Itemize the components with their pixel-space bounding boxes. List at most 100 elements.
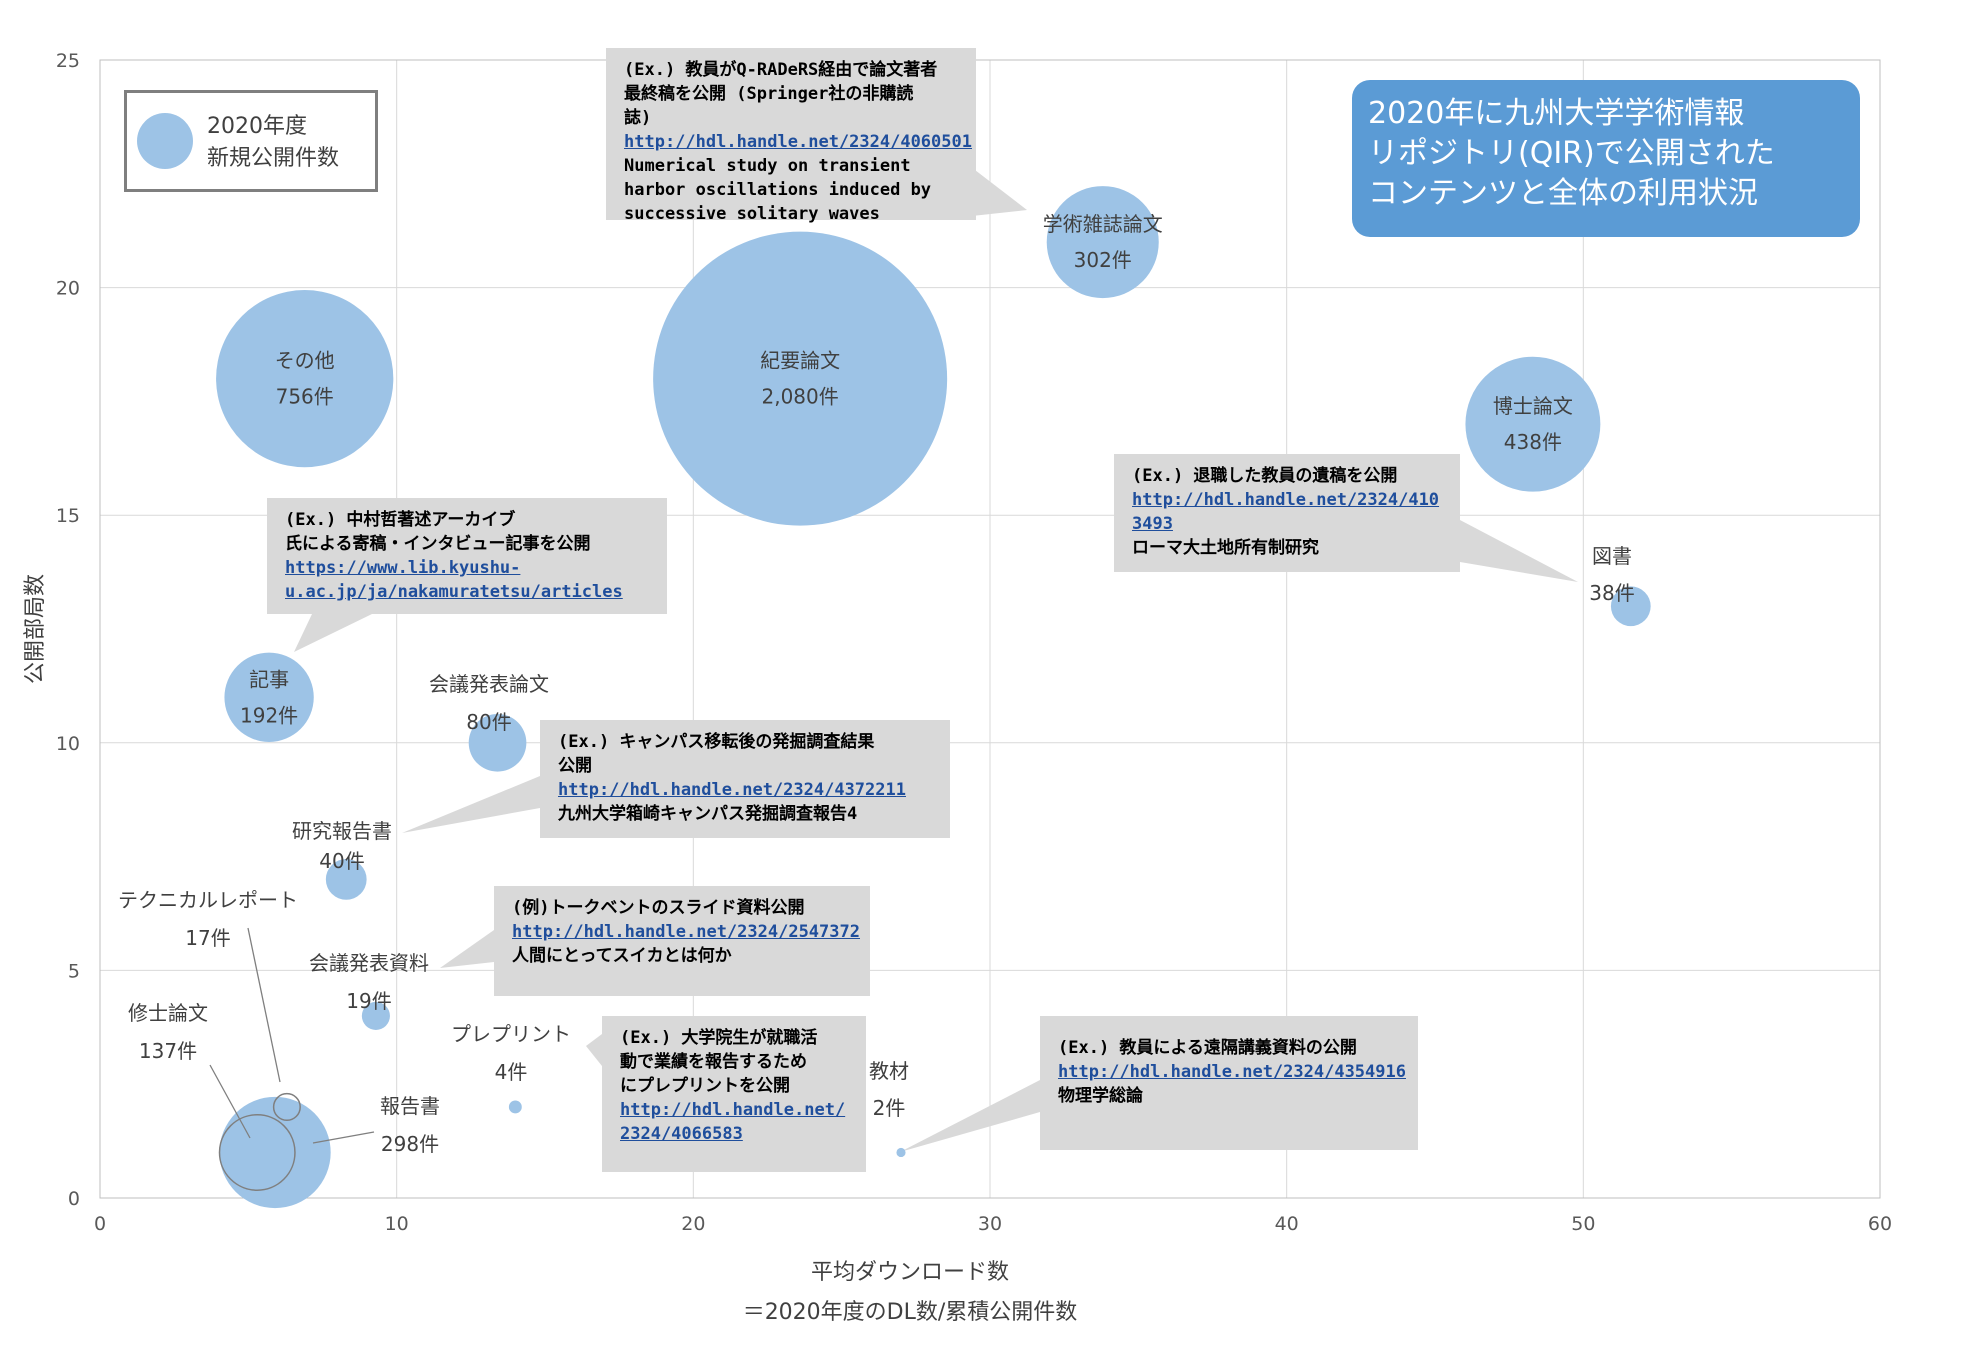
bubble-count-label: 2,080件: [762, 385, 839, 409]
bubble-point: [224, 652, 314, 742]
bubble-category-label: 記事: [249, 667, 289, 691]
bubble-count-label: 302件: [1074, 248, 1132, 272]
callout-text: 誌): [624, 108, 652, 128]
callout-text: 公開: [558, 756, 592, 776]
bubble-point: [272, 1092, 301, 1121]
callout-link[interactable]: 3493: [1132, 514, 1173, 534]
x-tick-label: 40: [1275, 1213, 1299, 1235]
callout-text: (Ex.) 教員による遠隔講義資料の公開: [1058, 1038, 1357, 1058]
x-tick-label: 50: [1571, 1213, 1595, 1235]
title-line: コンテンツと全体の利用状況: [1368, 176, 1758, 211]
callout-link[interactable]: http://hdl.handle.net/2324/4354916: [1058, 1062, 1406, 1082]
bubble-point: [653, 231, 948, 526]
callout-link[interactable]: http://hdl.handle.net/2324/2547372: [512, 922, 860, 942]
bubble-count-label: 17件: [185, 926, 230, 950]
bubble-point: [325, 858, 367, 900]
bubble-count-label: 40件: [319, 849, 364, 873]
callout-text: ローマ大土地所有制研究: [1132, 538, 1319, 558]
callout-text: (例)トークベントのスライド資料公開: [512, 898, 805, 918]
callout-journal-example: (Ex.) 教員がQ-RADeRS経由で論文著者 最終稿を公開 (Springe…: [606, 48, 976, 224]
callout-pointer: [402, 776, 540, 833]
legend-line: 2020年度: [207, 114, 307, 139]
bubble-category-label: 紀要論文: [760, 349, 840, 373]
callout-background: [1040, 1016, 1418, 1150]
bubble-point: [219, 1096, 331, 1209]
callout-text: 動で業績を報告するため: [620, 1052, 807, 1072]
callout-pointer: [294, 614, 372, 652]
bubble-point: [1046, 186, 1159, 299]
bubble-count-label: 19件: [346, 989, 391, 1013]
callout-link[interactable]: http://hdl.handle.net/2324/410: [1132, 490, 1440, 510]
bubble-category-label: 修士論文: [128, 1001, 208, 1025]
bubble-category-label: その他: [275, 349, 335, 373]
callout-background: [1114, 454, 1460, 572]
chart-title-box: 2020年に九州大学学術情報 リポジトリ(QIR)で公開された コンテンツと全体…: [1352, 80, 1860, 237]
bubble-point: [216, 290, 394, 468]
legend-label: 2020年度 新規公開件数: [207, 111, 339, 175]
bubble-count-label: 2件: [873, 1096, 906, 1120]
y-tick-label: 25: [56, 50, 80, 72]
callout-text: (Ex.) 大学院生が就職活: [620, 1028, 818, 1048]
y-tick-label: 5: [68, 960, 80, 982]
y-tick-label: 0: [68, 1188, 80, 1210]
bubble-point: [361, 1001, 390, 1030]
label-leader-line: [209, 1064, 251, 1139]
callout-link[interactable]: http://hdl.handle.net/: [620, 1100, 846, 1120]
callout-text: (Ex.) 教員がQ-RADeRS経由で論文著者: [624, 60, 938, 80]
bubble-count-label: 80件: [466, 710, 511, 734]
bubble-count-label: 192件: [240, 703, 298, 727]
callout-link[interactable]: 2324/4066583: [620, 1124, 743, 1144]
axes: 0 10 20 30 40 50 60 0 5 10 15 20 25 平均ダウンロード数 ＝2020年度の…: [23, 50, 1892, 1325]
bubble-category-label: テクニカルレポート: [118, 888, 298, 912]
callout-background: [540, 720, 950, 838]
callout-article-example: (Ex.) 中村哲著述アーカイブ 氏による寄稿・インタビュー記事を公開 http…: [267, 498, 667, 614]
bubble-point: [218, 1114, 296, 1191]
bubble-category-label: 博士論文: [1493, 394, 1573, 418]
callout-link[interactable]: http://hdl.handle.net/2324/4372211: [558, 780, 906, 800]
bubble-count-label: 4件: [495, 1060, 528, 1084]
x-tick-label: 0: [94, 1213, 106, 1235]
bubble-point: [896, 1147, 906, 1158]
y-axis-title: 公開部局数: [23, 574, 48, 684]
legend: 2020年度 新規公開件数: [124, 90, 378, 192]
x-tick-label: 30: [978, 1213, 1002, 1235]
callout-text: 人間にとってスイカとは何か: [512, 946, 732, 966]
bubble-category-label: 報告書: [380, 1094, 440, 1118]
bubble-count-label: 298件: [381, 1132, 439, 1156]
callout-text: (Ex.) 退職した教員の遺稿を公開: [1132, 466, 1398, 486]
callout-link[interactable]: https://www.lib.kyushu-: [285, 558, 521, 578]
callout-text: (Ex.) キャンパス移転後の発掘調査結果: [558, 732, 875, 752]
x-tick-label: 20: [681, 1213, 705, 1235]
bubble-category-label: 会議発表論文: [429, 672, 549, 696]
callout-background: [602, 1016, 866, 1172]
bubble-count-label: 438件: [1504, 430, 1562, 454]
bubble-point: [1465, 356, 1601, 492]
callout-link[interactable]: http://hdl.handle.net/2324/4060501: [624, 132, 972, 152]
bubble-category-label: 研究報告書: [292, 819, 392, 843]
callout-text: 物理学総論: [1058, 1086, 1143, 1106]
bubble-count-label: 137件: [139, 1039, 197, 1063]
callout-pointer: [586, 1034, 602, 1066]
bubbles: [216, 186, 1651, 1209]
y-tick-label: 20: [56, 278, 80, 300]
bubble-category-label: プレプリント: [451, 1022, 571, 1046]
x-tick-label: 10: [385, 1213, 409, 1235]
bubble-point: [508, 1100, 522, 1114]
bubble-count-label: 38件: [1589, 581, 1634, 605]
callout-text: 最終稿を公開 (Springer社の非購読: [624, 84, 914, 104]
bubble-category-label: 会議発表資料: [309, 951, 429, 975]
callout-report-example: (Ex.) キャンパス移転後の発掘調査結果 公開 http://hdl.hand…: [540, 720, 950, 838]
x-axis-title: ＝2020年度のDL数/累積公開件数: [743, 1300, 1078, 1325]
bubble-category-label: 教材: [869, 1059, 909, 1083]
legend-bubble-swatch: [137, 113, 193, 169]
callout-link[interactable]: u.ac.jp/ja/nakamuratetsu/articles: [285, 582, 623, 602]
callout-text: 九州大学箱崎キャンパス発掘調査報告4: [558, 804, 858, 824]
label-leader-line: [247, 927, 281, 1083]
callout-background: [606, 48, 976, 220]
callout-thesis-example: (Ex.) 退職した教員の遺稿を公開 http://hdl.handle.net…: [1114, 454, 1460, 572]
bubble-point: [1610, 586, 1651, 627]
legend-line: 新規公開件数: [207, 146, 340, 171]
title-line: リポジトリ(QIR)で公開された: [1368, 136, 1775, 171]
callout-text: にプレプリントを公開: [620, 1076, 790, 1096]
